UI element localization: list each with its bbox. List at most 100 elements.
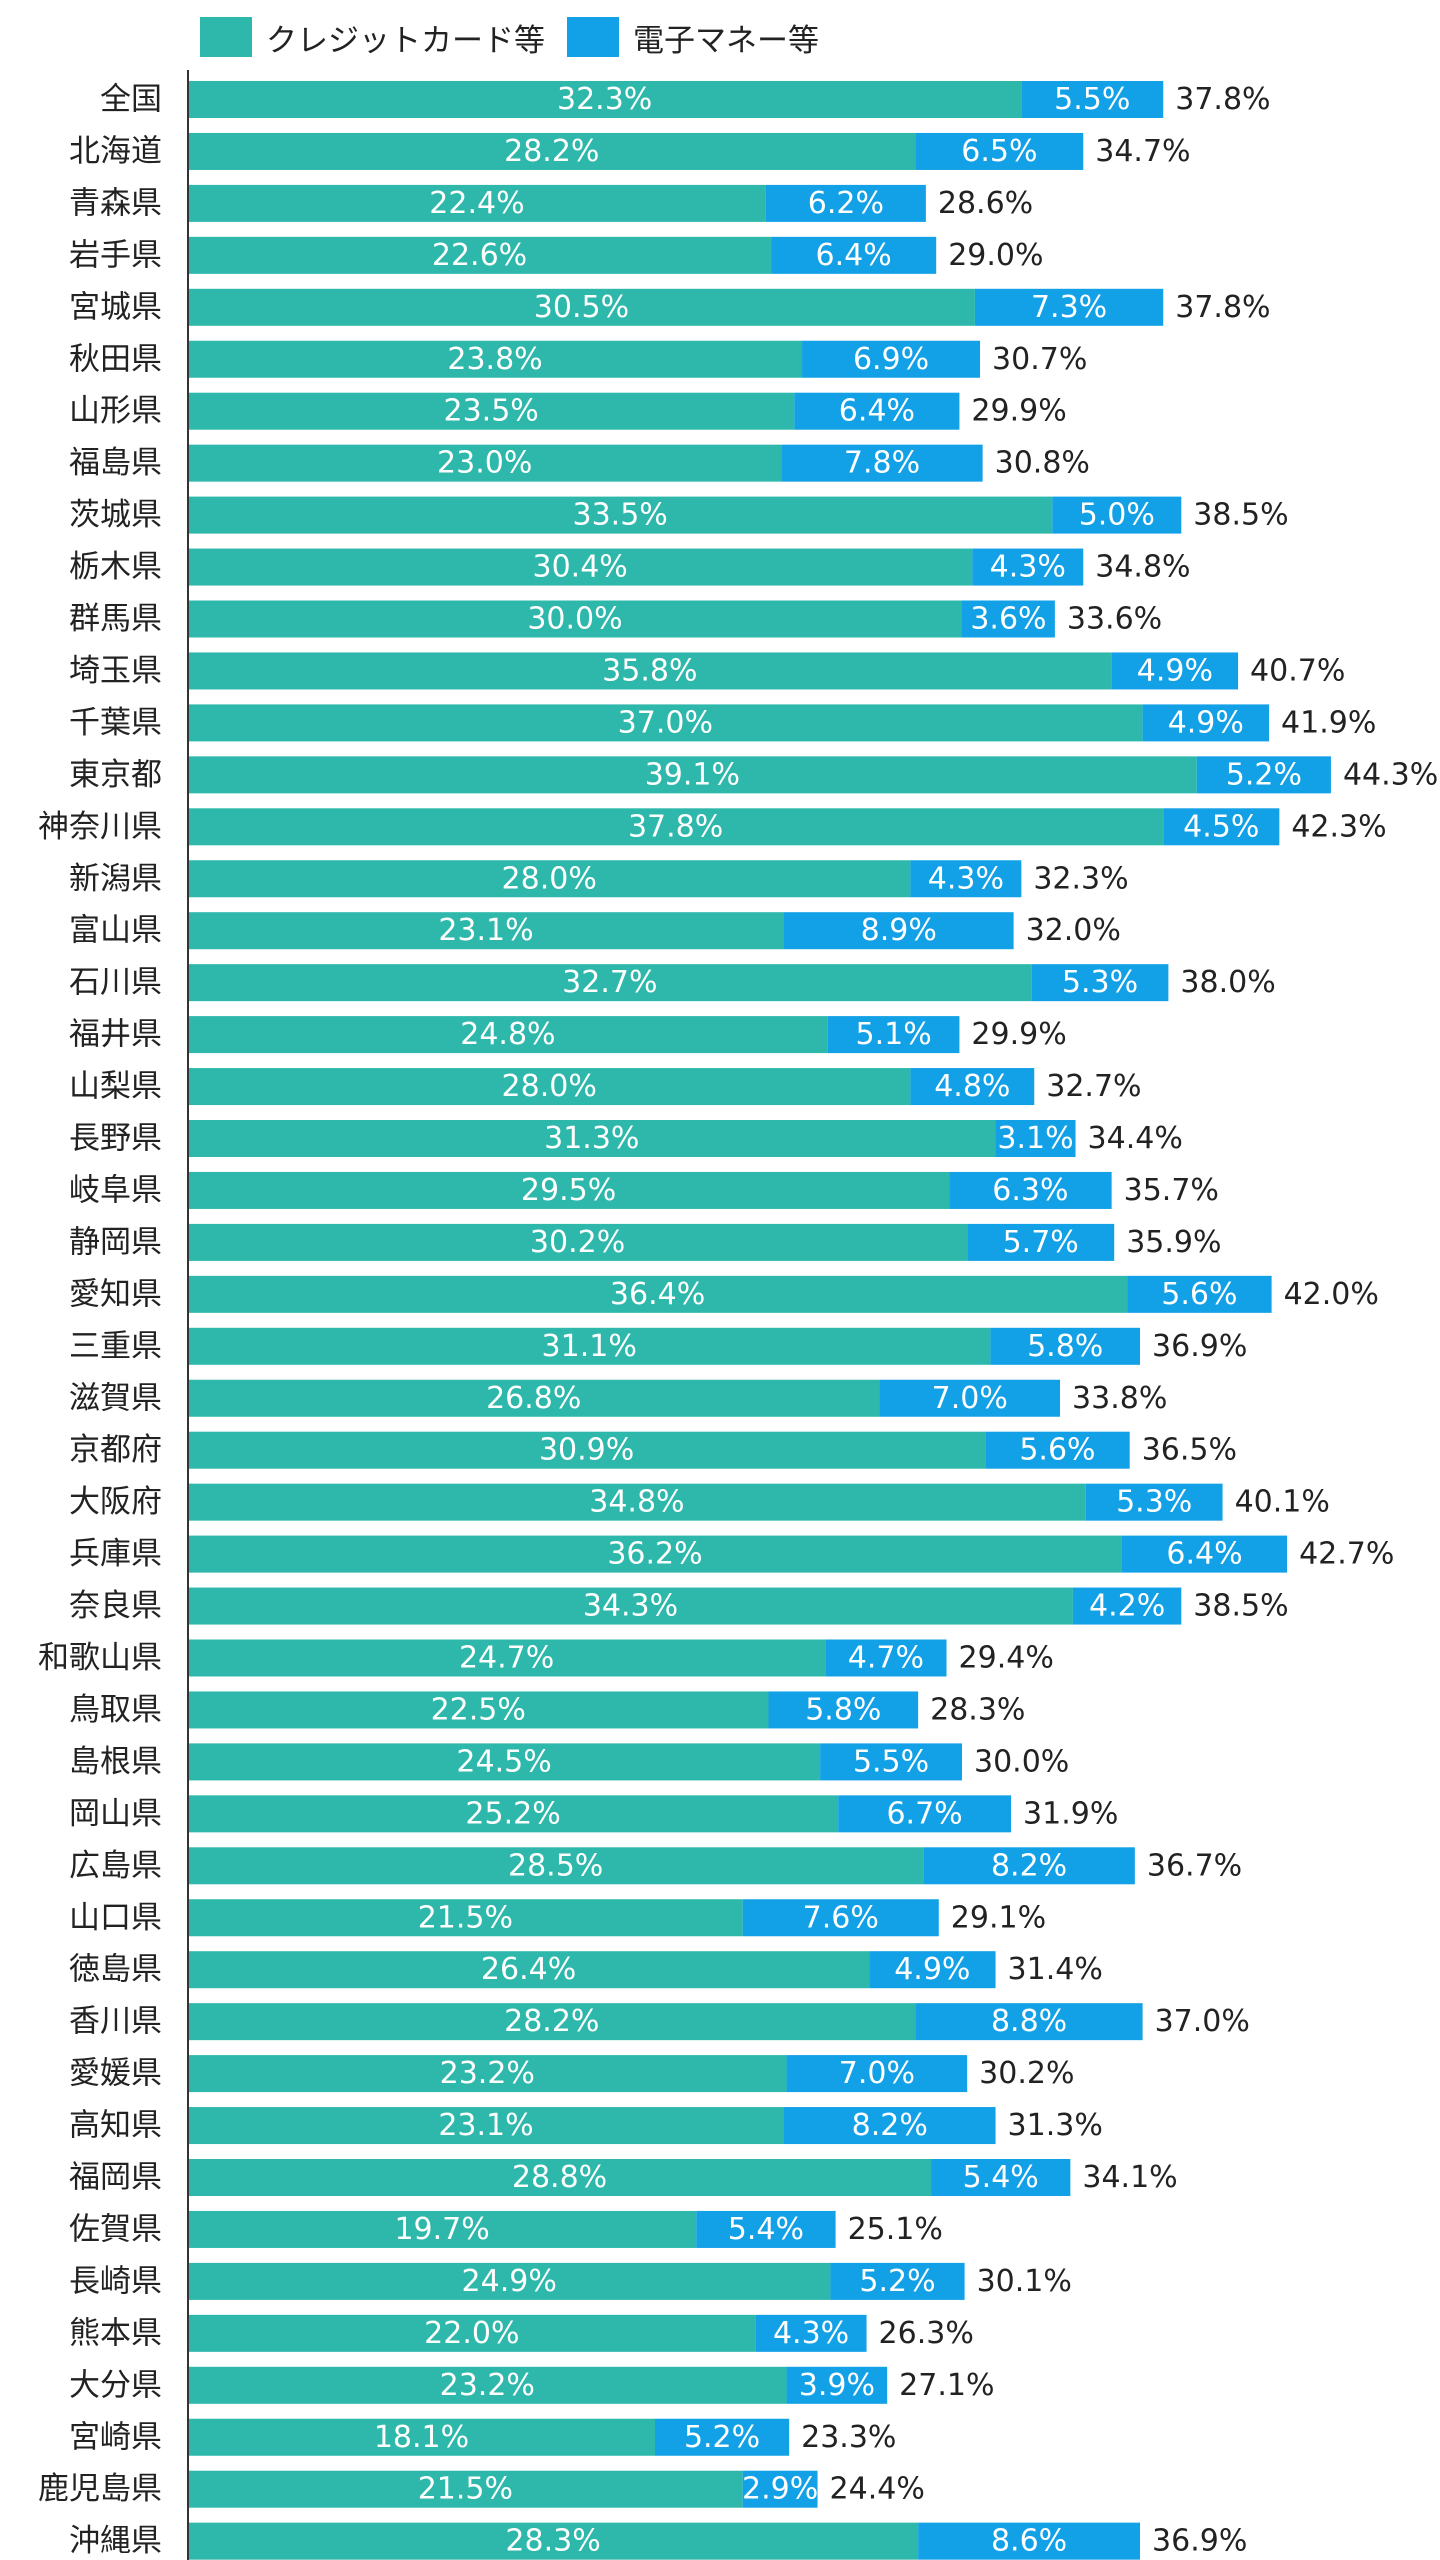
data-label-credit: 28.8% (512, 2160, 607, 2195)
total-label: 37.0% (1155, 2004, 1250, 2039)
bar-emoney (1142, 704, 1270, 742)
data-label-credit: 34.8% (589, 1485, 684, 1520)
data-label-emoney: 8.6% (991, 2524, 1067, 2559)
category-label: 茨城県 (69, 497, 162, 533)
category-label: 佐賀県 (69, 2211, 162, 2247)
bar-emoney (838, 1795, 1012, 1833)
data-label-credit: 23.8% (447, 342, 542, 377)
category-label: 島根県 (69, 1744, 162, 1780)
total-label: 33.8% (1072, 1381, 1167, 1416)
bar-emoney (820, 1743, 962, 1781)
data-label-credit: 22.5% (431, 1692, 526, 1727)
bar-emoney (771, 236, 937, 274)
total-label: 33.6% (1067, 602, 1162, 637)
bar-credit (188, 600, 962, 638)
category-label: 栃木県 (69, 549, 162, 585)
data-label-emoney: 4.3% (773, 2316, 849, 2351)
data-label-emoney: 4.2% (1089, 1589, 1165, 1624)
data-label-emoney: 4.7% (848, 1641, 924, 1676)
category-label: 神奈川県 (38, 809, 162, 845)
total-label: 44.3% (1343, 757, 1438, 792)
category-label: 秋田県 (69, 341, 162, 377)
bar-emoney (786, 2055, 968, 2093)
bar-credit (188, 2366, 787, 2404)
bar-credit (188, 1847, 924, 1885)
total-label: 31.3% (1008, 2108, 1103, 2143)
total-label: 36.7% (1147, 1848, 1242, 1883)
total-label: 38.0% (1180, 965, 1275, 1000)
bar-credit (188, 1483, 1086, 1521)
data-label-credit: 32.7% (562, 965, 657, 1000)
bar-credit (188, 860, 911, 898)
total-label: 24.4% (830, 2472, 925, 2507)
bar-emoney (1031, 964, 1169, 1002)
bar-emoney (1072, 1587, 1182, 1625)
bar-emoney (1121, 1535, 1288, 1573)
bar-emoney (931, 2159, 1071, 2196)
bar-credit (188, 1275, 1128, 1313)
category-label: 兵庫県 (69, 1536, 162, 1572)
category-label: 長野県 (69, 1121, 162, 1157)
total-label: 37.8% (1175, 82, 1270, 117)
total-label: 30.2% (979, 2056, 1074, 2091)
legend-item-credit: クレジットカード等 (200, 15, 545, 60)
bar-emoney (974, 288, 1164, 326)
bar-emoney (1111, 652, 1239, 690)
total-label: 29.9% (971, 394, 1066, 429)
category-label: 青森県 (69, 185, 162, 221)
bar-emoney (910, 860, 1022, 898)
category-label: 北海道 (69, 133, 162, 169)
category-label: 大阪府 (69, 1484, 162, 1520)
legend-item-emoney: 電子マネー等 (567, 15, 819, 60)
data-label-emoney: 3.6% (970, 602, 1046, 637)
data-label-emoney: 7.8% (844, 446, 920, 481)
data-label-emoney: 5.6% (1019, 1433, 1095, 1468)
data-label-emoney: 5.5% (853, 1744, 929, 1779)
data-label-credit: 30.9% (539, 1433, 634, 1468)
data-label-credit: 28.0% (502, 861, 597, 896)
data-label-emoney: 7.6% (803, 1900, 879, 1935)
bar-emoney (696, 2210, 836, 2248)
data-label-emoney: 6.9% (853, 342, 929, 377)
total-label: 36.9% (1152, 2524, 1247, 2559)
bar-credit (188, 1171, 950, 1209)
bar-emoney (1163, 808, 1280, 846)
total-label: 42.0% (1284, 1277, 1379, 1312)
data-label-emoney: 5.3% (1116, 1485, 1192, 1520)
bar-credit (188, 1327, 991, 1365)
category-label: 宮崎県 (69, 2419, 162, 2455)
bar-credit (188, 2055, 787, 2093)
data-label-credit: 31.3% (544, 1121, 639, 1156)
bar-credit (188, 2003, 916, 2041)
data-label-emoney: 5.4% (963, 2160, 1039, 2195)
data-label-emoney: 6.4% (816, 238, 892, 273)
category-label: 福島県 (69, 445, 162, 481)
data-label-emoney: 8.8% (991, 2004, 1067, 2039)
bar-emoney (910, 1068, 1035, 1106)
data-label-emoney: 5.0% (1079, 498, 1155, 533)
total-label: 30.0% (974, 1744, 1069, 1779)
category-label: 山形県 (69, 393, 162, 429)
bar-credit (188, 1016, 828, 1054)
bar-credit (188, 1379, 880, 1417)
legend-swatch-credit (200, 17, 252, 57)
data-label-emoney: 7.0% (839, 2056, 915, 2091)
bar-credit (188, 1795, 839, 1833)
bar-credit (188, 340, 803, 378)
category-label: 沖縄県 (69, 2523, 162, 2559)
total-label: 34.8% (1095, 550, 1190, 585)
bar-emoney (879, 1379, 1061, 1417)
legend-label-emoney: 電子マネー等 (633, 22, 819, 59)
bar-credit (188, 2210, 697, 2248)
total-label: 32.0% (1026, 913, 1121, 948)
chart-legend: クレジットカード等 電子マネー等 (200, 14, 841, 60)
bar-credit (188, 2107, 784, 2145)
category-label: 宮城県 (69, 289, 162, 325)
data-label-emoney: 2.9% (742, 2472, 818, 2507)
data-label-credit: 30.5% (534, 290, 629, 325)
bar-emoney (962, 600, 1055, 638)
data-label-credit: 24.9% (462, 2264, 557, 2299)
category-label: 山梨県 (69, 1069, 162, 1105)
data-label-emoney: 4.9% (1137, 653, 1213, 688)
